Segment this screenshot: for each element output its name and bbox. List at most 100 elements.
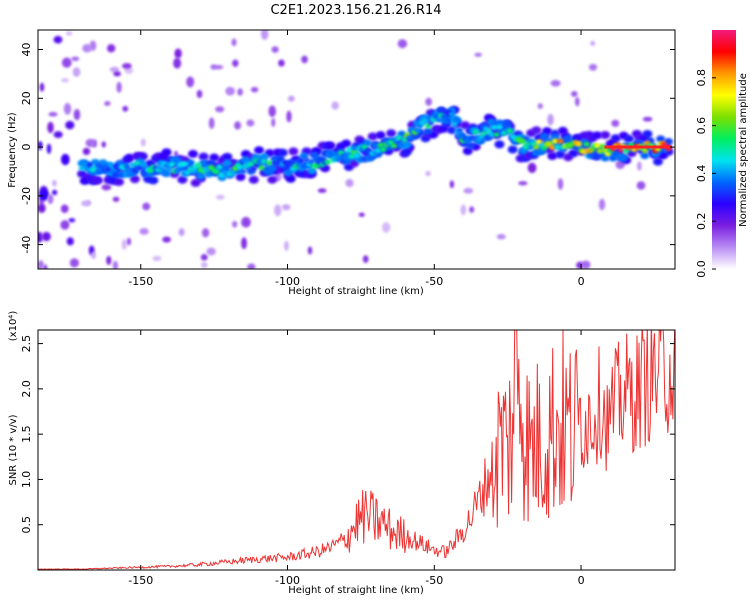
- heatmap-cell: [278, 59, 285, 67]
- heatmap-cell: [451, 121, 458, 127]
- heatmap-cell: [343, 154, 350, 160]
- heatmap-cell: [380, 146, 387, 152]
- heatmap-cell: [162, 236, 172, 243]
- heatmap-cell: [303, 157, 310, 163]
- heatmap-cell: [66, 31, 73, 36]
- snr-x-ticks: -150 -100 -50 0: [128, 330, 585, 587]
- heatmap-cell: [101, 141, 106, 148]
- heatmap-cell: [367, 132, 378, 141]
- heatmap-cell: [520, 139, 527, 145]
- spectrogram-y-label: Frequency (Hz): [7, 112, 18, 188]
- heatmap-cell: [200, 254, 208, 261]
- heatmap-cell: [173, 168, 181, 174]
- heatmap-cell: [185, 159, 195, 167]
- heatmap-cell: [598, 198, 606, 211]
- heatmap-cell: [248, 175, 259, 184]
- heatmap-cell: [255, 159, 263, 165]
- heatmap-cell: [241, 237, 247, 250]
- heatmap-cell: [335, 156, 342, 162]
- heatmap-cell: [469, 135, 477, 141]
- snr-y-label: SNR (10 * v/v): [8, 414, 19, 485]
- heatmap-cell: [592, 153, 602, 161]
- heatmap-cell: [480, 130, 487, 136]
- heatmap-cell: [266, 160, 273, 166]
- heatmap-cell: [61, 78, 69, 83]
- heatmap-cell: [104, 101, 111, 106]
- heatmap-cell: [247, 263, 256, 269]
- colorbar-tick-label: 0.2: [695, 212, 708, 230]
- heatmap-cell: [531, 126, 542, 135]
- y-tick-label: 0.5: [20, 516, 33, 534]
- heatmap-cell: [449, 180, 455, 189]
- heatmap-cell: [139, 161, 146, 168]
- y-tick-label: 1.5: [20, 425, 33, 443]
- spectrogram-x-label: Height of straight line (km): [288, 286, 424, 297]
- heatmap-cell: [173, 57, 182, 69]
- heatmap-cell: [488, 131, 495, 138]
- heatmap-cell: [496, 124, 503, 130]
- y-tick-label: 2.5: [20, 335, 33, 353]
- heatmap-cell: [259, 153, 269, 161]
- heatmap-cell: [121, 63, 132, 69]
- x-tick-label: 0: [578, 574, 585, 587]
- heatmap-cell: [382, 222, 391, 233]
- heatmap-cell: [611, 119, 620, 127]
- heatmap-cell: [563, 134, 573, 142]
- heatmap-cell: [200, 261, 208, 269]
- heatmap-cell: [493, 132, 501, 138]
- heatmap-cell: [60, 204, 69, 213]
- heatmap-cell: [215, 194, 225, 200]
- heatmap-cell: [460, 121, 471, 130]
- heatmap-cell: [46, 143, 52, 154]
- colorbar-tick-label: 0.8: [695, 69, 708, 87]
- heatmap-cell: [91, 251, 96, 260]
- heatmap-cell: [652, 157, 663, 166]
- heatmap-cell: [463, 187, 474, 194]
- y-tick-label: -40: [20, 236, 33, 254]
- heatmap-cell: [287, 95, 295, 102]
- heatmap-cell: [216, 164, 223, 170]
- heatmap-cell: [636, 161, 642, 171]
- y-tick-label: 0: [20, 144, 33, 151]
- snr-x-label: Height of straight line (km): [288, 585, 424, 596]
- heatmap-cell: [465, 142, 475, 150]
- heatmap-cell: [472, 129, 479, 135]
- heatmap-cell: [581, 260, 591, 269]
- heatmap-cell: [101, 184, 112, 191]
- heatmap-cell: [198, 152, 209, 161]
- spectrogram-frame: [37, 29, 676, 270]
- heatmap-cell: [386, 129, 397, 138]
- heatmap-cell: [60, 153, 70, 166]
- heatmap-cell: [557, 138, 564, 144]
- heatmap-cell: [541, 145, 548, 151]
- heatmap-cell: [38, 260, 44, 269]
- heatmap-cell: [288, 147, 299, 156]
- heatmap-cell: [124, 67, 134, 74]
- heatmap-cell: [82, 43, 92, 53]
- heatmap-cell: [231, 38, 237, 47]
- heatmap-cell: [583, 141, 590, 147]
- heatmap-cell: [215, 106, 225, 113]
- heatmap-cell: [317, 188, 327, 193]
- heatmap-cell: [554, 144, 561, 150]
- heatmap-cell: [166, 166, 173, 172]
- heatmap-cell: [109, 66, 120, 73]
- heatmap-cell: [258, 165, 265, 171]
- heatmap-cell: [507, 145, 518, 154]
- y-tick-label: 20: [20, 91, 33, 105]
- heatmap-cell: [600, 154, 610, 162]
- heatmap-cell: [425, 97, 433, 106]
- heatmap-cell: [568, 149, 579, 158]
- heatmap-cell: [623, 134, 634, 143]
- heatmap-cell: [285, 174, 296, 183]
- heatmap-cell: [106, 44, 116, 53]
- heatmap-cell: [642, 129, 653, 138]
- heatmap-cell: [139, 227, 149, 235]
- heatmap-cell: [131, 168, 139, 174]
- heatmap-cell: [66, 237, 74, 246]
- x-tick-label: -100: [275, 275, 300, 288]
- heatmap-cell: [547, 113, 554, 126]
- heatmap-cell: [353, 152, 360, 158]
- heatmap-cell: [474, 52, 482, 57]
- y-tick-label: -20: [20, 187, 33, 205]
